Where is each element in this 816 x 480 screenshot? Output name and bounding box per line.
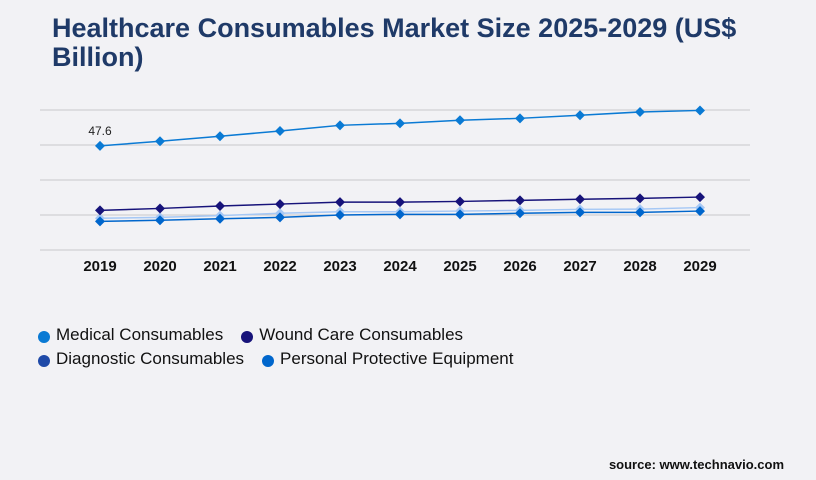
data-point — [455, 209, 465, 220]
data-point — [395, 118, 405, 129]
data-point — [335, 120, 345, 131]
x-tick-label: 2019 — [83, 258, 116, 275]
x-tick-label: 2029 — [683, 258, 716, 275]
data-point — [635, 207, 645, 218]
data-point — [275, 126, 285, 136]
x-tick-label: 2027 — [563, 258, 596, 275]
data-point — [395, 197, 405, 208]
data-point — [455, 115, 465, 126]
legend-marker — [38, 354, 50, 367]
legend-item-diagnostic: Diagnostic Consumables — [38, 349, 244, 369]
data-point — [575, 110, 585, 121]
x-tick-label: 2026 — [503, 258, 536, 275]
data-point — [695, 192, 705, 203]
legend-marker — [38, 330, 50, 343]
data-point — [335, 197, 345, 208]
line-chart: 2019 2020 2021 2022 2023 2024 2025 2026 2027 2028… — [40, 105, 750, 275]
data-point — [335, 210, 345, 220]
data-point — [515, 195, 525, 206]
data-point — [275, 199, 285, 210]
legend-label: Medical Consumables — [56, 325, 224, 344]
data-label: 47.6 — [88, 124, 112, 138]
data-point — [575, 207, 585, 218]
data-point — [215, 213, 225, 224]
data-point — [215, 201, 225, 212]
data-point — [635, 193, 645, 204]
data-point — [515, 208, 525, 219]
legend-item-wound-care: Wound Care Consumables — [241, 325, 463, 345]
x-tick-label: 2025 — [443, 258, 476, 275]
x-tick-label: 2028 — [623, 258, 656, 275]
data-point — [275, 212, 285, 223]
legend-label: Diagnostic Consumables — [56, 349, 245, 368]
x-tick-label: 2021 — [203, 258, 236, 275]
source-text: source: www.technavio.com — [608, 457, 784, 472]
x-tick-label: 2024 — [383, 258, 417, 275]
legend-label: Wound Care Consumables — [259, 325, 464, 344]
data-point — [95, 216, 105, 227]
chart-title: Healthcare Consumables Market Size 2025-… — [52, 13, 737, 72]
legend: Medical Consumables Wound Care Consumabl… — [38, 323, 531, 371]
data-point — [575, 194, 585, 205]
legend-label: Personal Protective Equipment — [280, 349, 514, 368]
data-point — [155, 203, 165, 214]
legend-marker — [241, 330, 254, 343]
data-point — [635, 106, 645, 117]
x-tick-label: 2020 — [143, 258, 176, 275]
legend-marker — [262, 354, 275, 367]
x-tick-label: 2023 — [323, 258, 356, 275]
data-point — [695, 105, 705, 116]
data-point — [515, 113, 525, 124]
data-point — [695, 206, 705, 217]
data-point — [95, 205, 105, 216]
data-point — [215, 131, 225, 142]
legend-item-medical: Medical Consumables — [38, 325, 223, 345]
data-point — [155, 215, 165, 226]
data-point — [455, 196, 465, 207]
data-point — [95, 140, 105, 151]
x-tick-label: 2022 — [263, 258, 296, 275]
data-point — [155, 136, 165, 147]
data-point — [395, 209, 405, 220]
legend-item-ppe: Personal Protective Equipment — [262, 349, 513, 369]
